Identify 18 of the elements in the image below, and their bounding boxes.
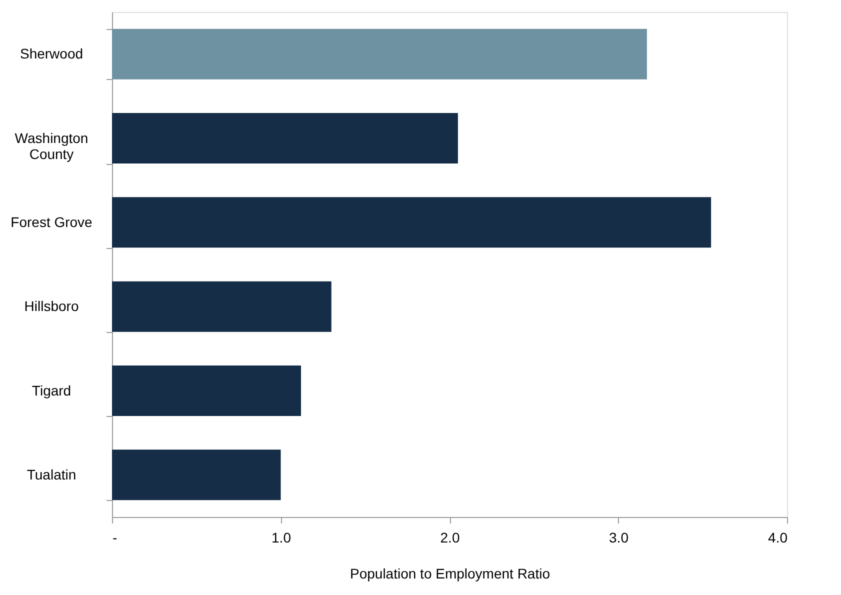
x-tick-label: 4.0 (768, 530, 788, 546)
bar (112, 366, 301, 416)
y-tick-label: Forest Grove (10, 214, 93, 230)
x-tick-label: 2.0 (440, 530, 460, 546)
x-tick-label: - (112, 530, 118, 546)
x-axis-title: Population to Employment Ratio (350, 566, 550, 582)
bar (112, 450, 281, 500)
y-tick-label: Tualatin (26, 466, 76, 482)
y-tick-label: Hillsboro (24, 298, 79, 314)
bar (112, 113, 458, 164)
bar (112, 197, 712, 248)
x-tick-label: 1.0 (272, 530, 292, 546)
x-tick-label: 3.0 (609, 530, 629, 546)
bar (112, 281, 332, 332)
y-tick-label: Washington County (14, 130, 88, 162)
y-tick-label: Sherwood (20, 46, 84, 62)
bar (112, 28, 647, 80)
y-tick-label: Tigard (32, 382, 72, 398)
